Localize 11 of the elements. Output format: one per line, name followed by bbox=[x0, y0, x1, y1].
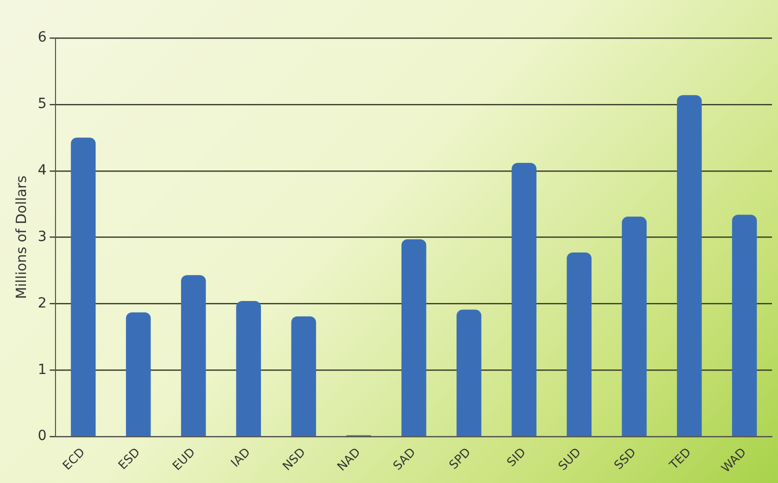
x-tick-label: SID bbox=[504, 445, 528, 470]
y-tick-label: 6 bbox=[38, 30, 47, 46]
y-tick-label: 1 bbox=[38, 362, 47, 378]
x-tick-label: TED bbox=[666, 445, 694, 473]
x-tick-label: IAD bbox=[228, 445, 253, 470]
y-axis-title: Millions of Dollars bbox=[14, 176, 30, 300]
y-tick-label: 2 bbox=[38, 295, 47, 312]
y-tick-label: 4 bbox=[38, 162, 47, 178]
y-tick-label: 3 bbox=[38, 228, 47, 245]
y-tick-label: 0 bbox=[38, 428, 47, 444]
y-tick-label: 5 bbox=[38, 96, 47, 112]
